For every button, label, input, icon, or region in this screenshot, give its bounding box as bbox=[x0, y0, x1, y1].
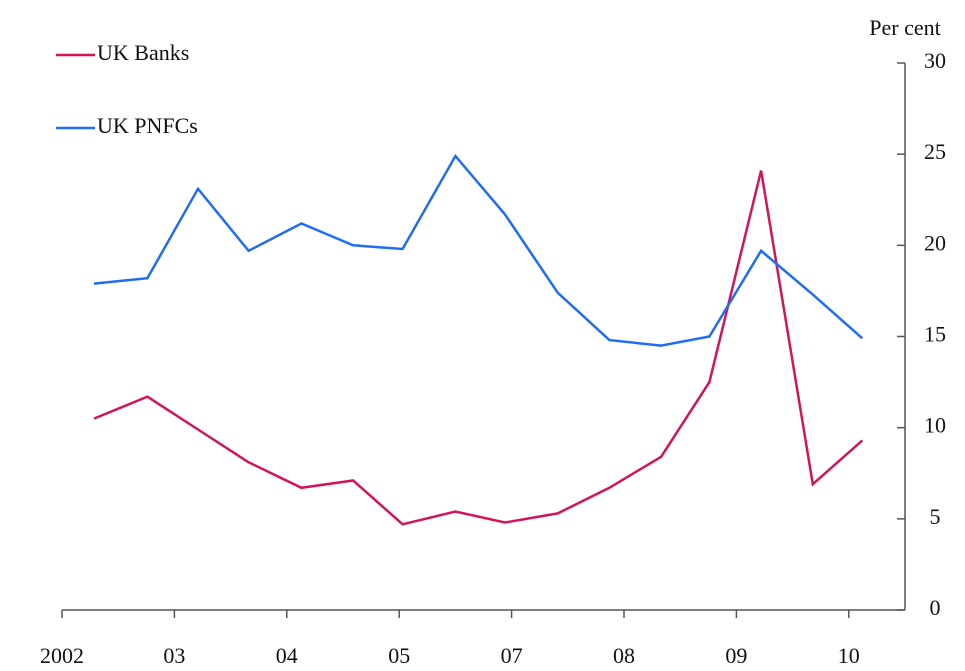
y-tick-label: 15 bbox=[924, 322, 946, 347]
x-tick-label: 2002 bbox=[40, 643, 84, 668]
y-tick-label: 10 bbox=[924, 413, 946, 438]
y-tick-label: 30 bbox=[924, 48, 946, 73]
y-tick-label: 5 bbox=[930, 504, 941, 529]
legend-label: UK Banks bbox=[97, 40, 189, 65]
x-tick-label: 10 bbox=[838, 643, 860, 668]
y-axis-label: Per cent bbox=[869, 15, 940, 40]
x-tick-label: 03 bbox=[163, 643, 185, 668]
x-tick-label: 07 bbox=[501, 643, 523, 668]
legend-label: UK PNFCs bbox=[97, 113, 198, 138]
x-tick-label: 04 bbox=[276, 643, 298, 668]
y-tick-label: 0 bbox=[930, 595, 941, 620]
series-line bbox=[93, 170, 864, 526]
series-line bbox=[93, 153, 864, 347]
x-tick-label: 09 bbox=[725, 643, 747, 668]
x-tick-label: 08 bbox=[613, 643, 635, 668]
y-tick-label: 20 bbox=[924, 230, 946, 255]
y-tick-label: 25 bbox=[924, 139, 946, 164]
x-tick-label: 05 bbox=[388, 643, 410, 668]
